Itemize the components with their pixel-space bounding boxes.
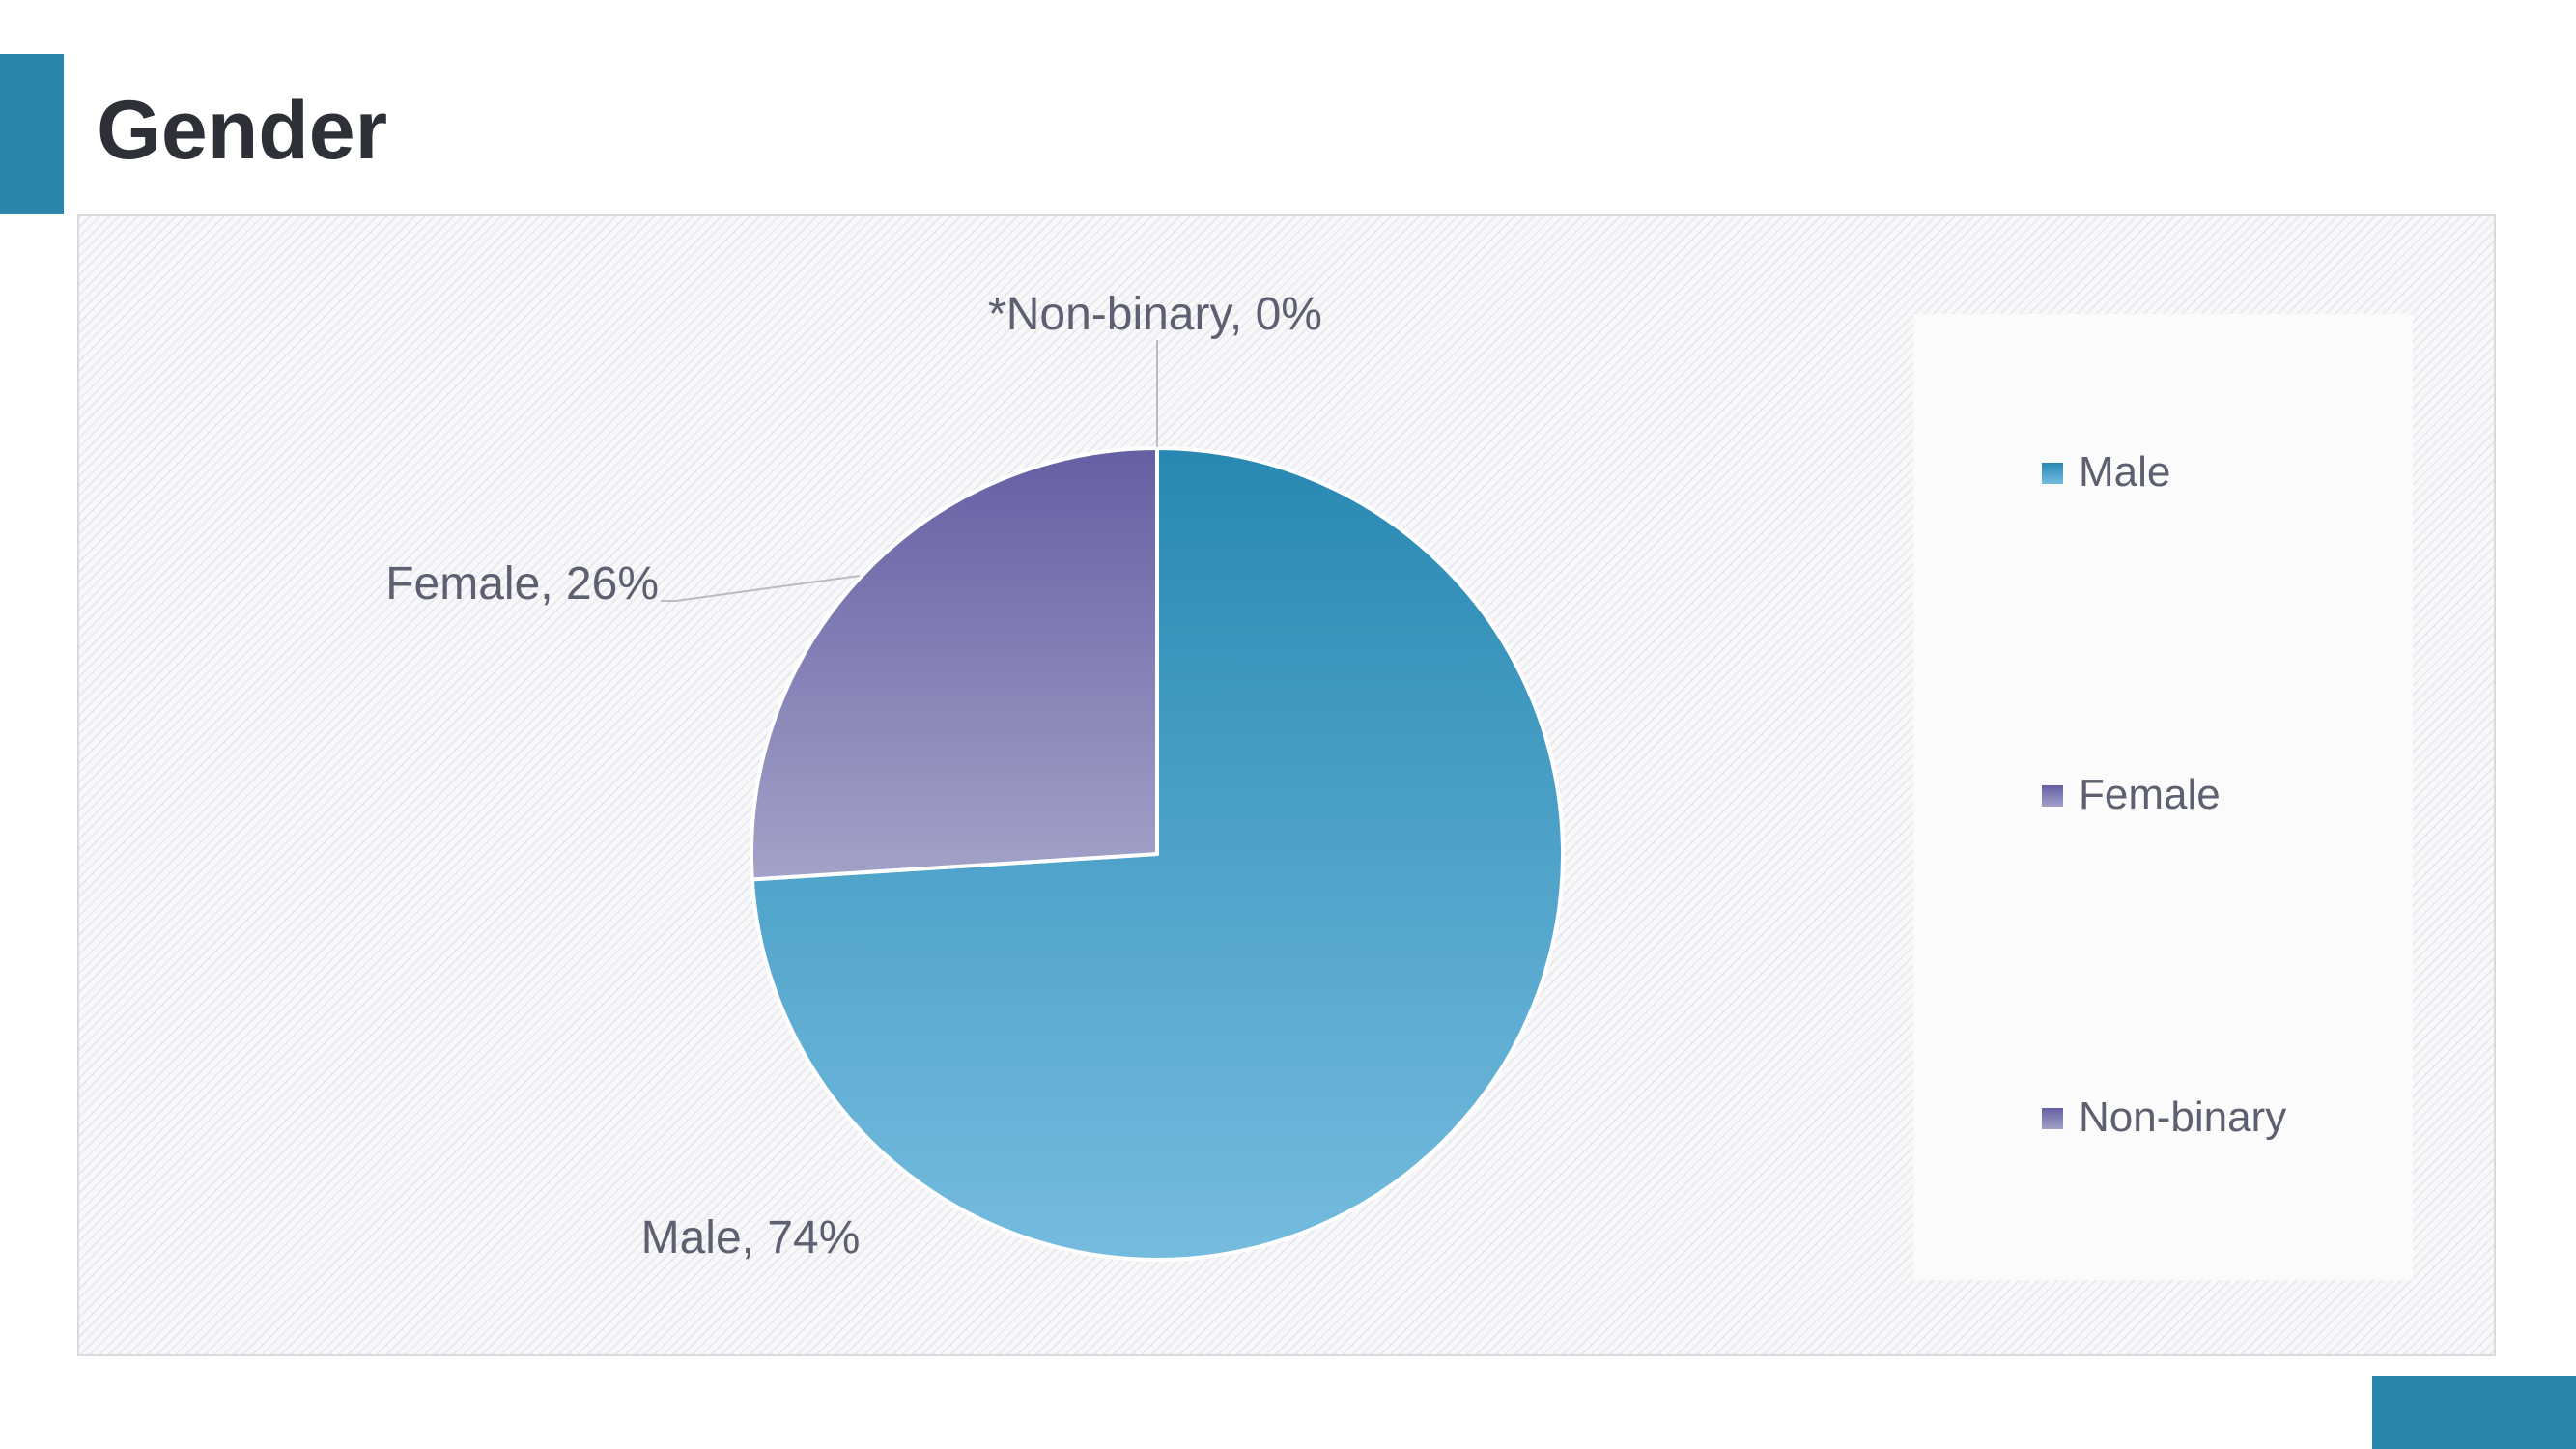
legend-swatch-nonbinary <box>2042 1108 2063 1129</box>
legend-label-female: Female <box>2079 771 2221 818</box>
pie-slices <box>750 446 1565 1262</box>
legend-swatch-female <box>2042 785 2063 807</box>
pie-slice-female <box>750 446 1159 882</box>
legend-panel <box>1913 314 2413 1280</box>
data-label-female: Female, 26% <box>385 558 659 610</box>
accent-bar-left <box>0 54 64 214</box>
page-title: Gender <box>97 84 388 177</box>
leader-line-female <box>661 575 861 602</box>
data-label-male: Male, 74% <box>641 1212 861 1264</box>
data-label-nonbinary: *Non-binary, 0% <box>988 289 1322 340</box>
legend-label-nonbinary: Non-binary <box>2079 1094 2286 1141</box>
legend-swatch-male <box>2042 463 2063 484</box>
accent-bar-bottom <box>2372 1376 2576 1449</box>
legend-label-male: Male <box>2079 448 2170 496</box>
